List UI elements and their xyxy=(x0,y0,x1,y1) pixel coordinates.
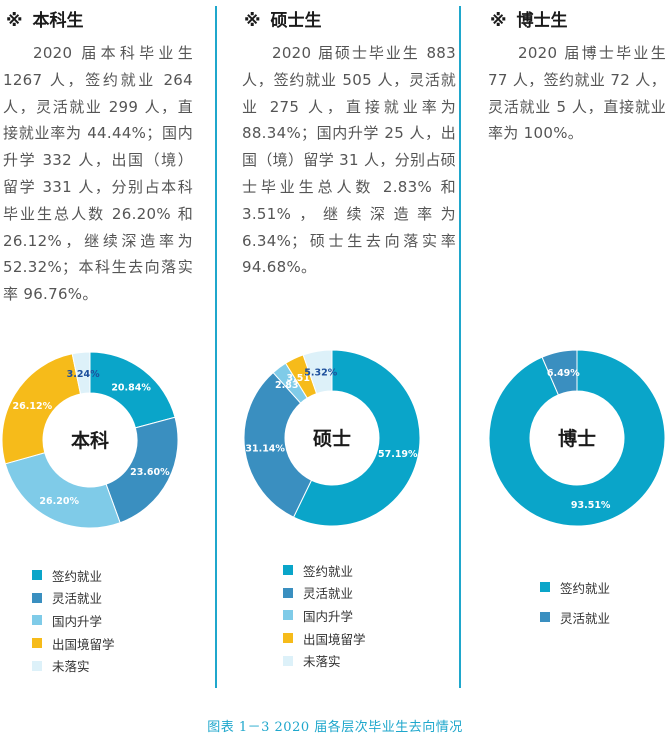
section-title: ※ 博士生 xyxy=(490,6,568,31)
legend-label: 国内升学 xyxy=(52,613,103,629)
legend-swatch xyxy=(32,615,42,626)
legend-label: 签约就业 xyxy=(52,568,103,584)
column-undergraduate: ※ 本科生 2020 届本科毕业生 1267 人，签约就业 264 人，灵活就业 … xyxy=(0,0,210,700)
section-title-text: 本科生 xyxy=(32,11,84,31)
legend-swatch xyxy=(540,582,550,592)
data-label: 2.83% xyxy=(275,380,308,391)
donut-slice xyxy=(71,351,91,395)
reference-mark-icon: ※ xyxy=(490,11,507,31)
legend-swatch xyxy=(540,612,550,622)
legend-label: 未落实 xyxy=(303,654,341,670)
data-label: 31.14% xyxy=(245,443,285,454)
legend-item: 签约就业 xyxy=(283,559,366,582)
data-label: 23.60% xyxy=(130,467,170,478)
donut-chart: 57.19% 31.14% 2.83%3.51%5.32% 硕士 xyxy=(243,349,421,527)
legend-item: 灵活就业 xyxy=(283,582,366,605)
legend-swatch xyxy=(283,565,293,576)
legend-swatch xyxy=(283,633,293,644)
data-label: 57.19% xyxy=(378,449,418,460)
legend-item: 签约就业 xyxy=(540,572,610,602)
section-title-text: 博士生 xyxy=(516,11,568,31)
legend-label: 签约就业 xyxy=(303,563,354,579)
legend-item: 国内升学 xyxy=(32,609,115,632)
donut-slice xyxy=(541,349,578,396)
column-divider xyxy=(215,6,217,688)
data-label: 3.24% xyxy=(67,369,100,380)
legend-label: 出国境留学 xyxy=(303,631,366,647)
summary-paragraph: 2020 届硕士毕业生 883 人，签约就业 505 人，灵活就业 275 人，… xyxy=(242,44,456,277)
legend-item: 签约就业 xyxy=(32,564,115,587)
data-label: 6.49% xyxy=(547,368,580,379)
donut-slice xyxy=(292,349,421,527)
legend-label: 签约就业 xyxy=(560,580,611,596)
column-master: ※ 硕士生 2020 届硕士毕业生 883 人，签约就业 505 人，灵活就业 2… xyxy=(220,0,460,700)
data-label: 20.84% xyxy=(111,382,151,393)
summary-paragraph: 2020 届博士毕业生 77 人，签约就业 72 人，灵活就业 5 人，直接就业… xyxy=(488,44,666,143)
legend-swatch xyxy=(32,570,42,581)
legend-item: 出国境留学 xyxy=(32,632,115,655)
summary-paragraph: 2020 届本科毕业生 1267 人，签约就业 264 人，灵活就业 299 人… xyxy=(3,44,193,304)
reference-mark-icon: ※ xyxy=(244,11,261,31)
data-label: 5.32% xyxy=(304,367,337,378)
legend-item: 未落实 xyxy=(283,649,366,672)
legend: 签约就业灵活就业国内升学出国境留学未落实 xyxy=(32,564,115,677)
donut-center-label: 本科 xyxy=(71,429,109,452)
figure-caption: 图表 1－3 2020 届各层次毕业生去向情况 xyxy=(207,720,463,735)
donut-chart: 93.51% 6.49% 博士 xyxy=(488,349,666,527)
legend-label: 灵活就业 xyxy=(303,586,354,602)
donut-slice xyxy=(488,349,666,527)
column-divider xyxy=(459,6,461,688)
legend-label: 未落实 xyxy=(52,659,90,675)
donut-center-label: 硕士 xyxy=(313,428,351,450)
donut-slice xyxy=(243,371,313,518)
donut-slice xyxy=(302,349,333,395)
legend-swatch xyxy=(283,655,293,666)
legend-swatch xyxy=(283,587,293,598)
reference-mark-icon: ※ xyxy=(6,11,23,31)
legend-label: 灵活就业 xyxy=(560,610,611,626)
legend-item: 灵活就业 xyxy=(32,587,115,610)
data-label: 3.51% xyxy=(286,373,319,384)
donut-slice xyxy=(4,452,121,529)
legend-label: 灵活就业 xyxy=(52,591,103,607)
legend-item: 出国境留学 xyxy=(283,627,366,650)
donut-slice xyxy=(1,353,82,465)
legend-label: 国内升学 xyxy=(303,608,354,624)
legend-item: 灵活就业 xyxy=(540,602,610,632)
legend-item: 国内升学 xyxy=(283,604,366,627)
data-label: 26.20% xyxy=(39,496,79,507)
legend-item: 未落实 xyxy=(32,654,115,677)
donut-chart: 20.84% 23.60% 26.20% 26.12% 3.24% 本科 xyxy=(1,351,179,529)
donut-center-label: 博士 xyxy=(558,427,596,450)
legend-swatch xyxy=(32,592,42,603)
legend-swatch xyxy=(283,610,293,621)
legend-swatch xyxy=(32,638,42,649)
column-doctoral: ※ 博士生 2020 届博士毕业生 77 人，签约就业 72 人，灵活就业 5 人… xyxy=(463,0,670,700)
section-title: ※ 本科生 xyxy=(6,6,84,31)
legend-swatch xyxy=(32,660,42,671)
section-title: ※ 硕士生 xyxy=(244,6,322,31)
legend: 签约就业灵活就业国内升学出国境留学未落实 xyxy=(283,559,366,672)
legend-label: 出国境留学 xyxy=(52,636,115,652)
data-label: 93.51% xyxy=(571,500,611,511)
section-title-text: 硕士生 xyxy=(270,11,322,31)
data-label: 26.12% xyxy=(13,401,53,412)
legend: 签约就业 灵活就业 xyxy=(540,572,610,632)
